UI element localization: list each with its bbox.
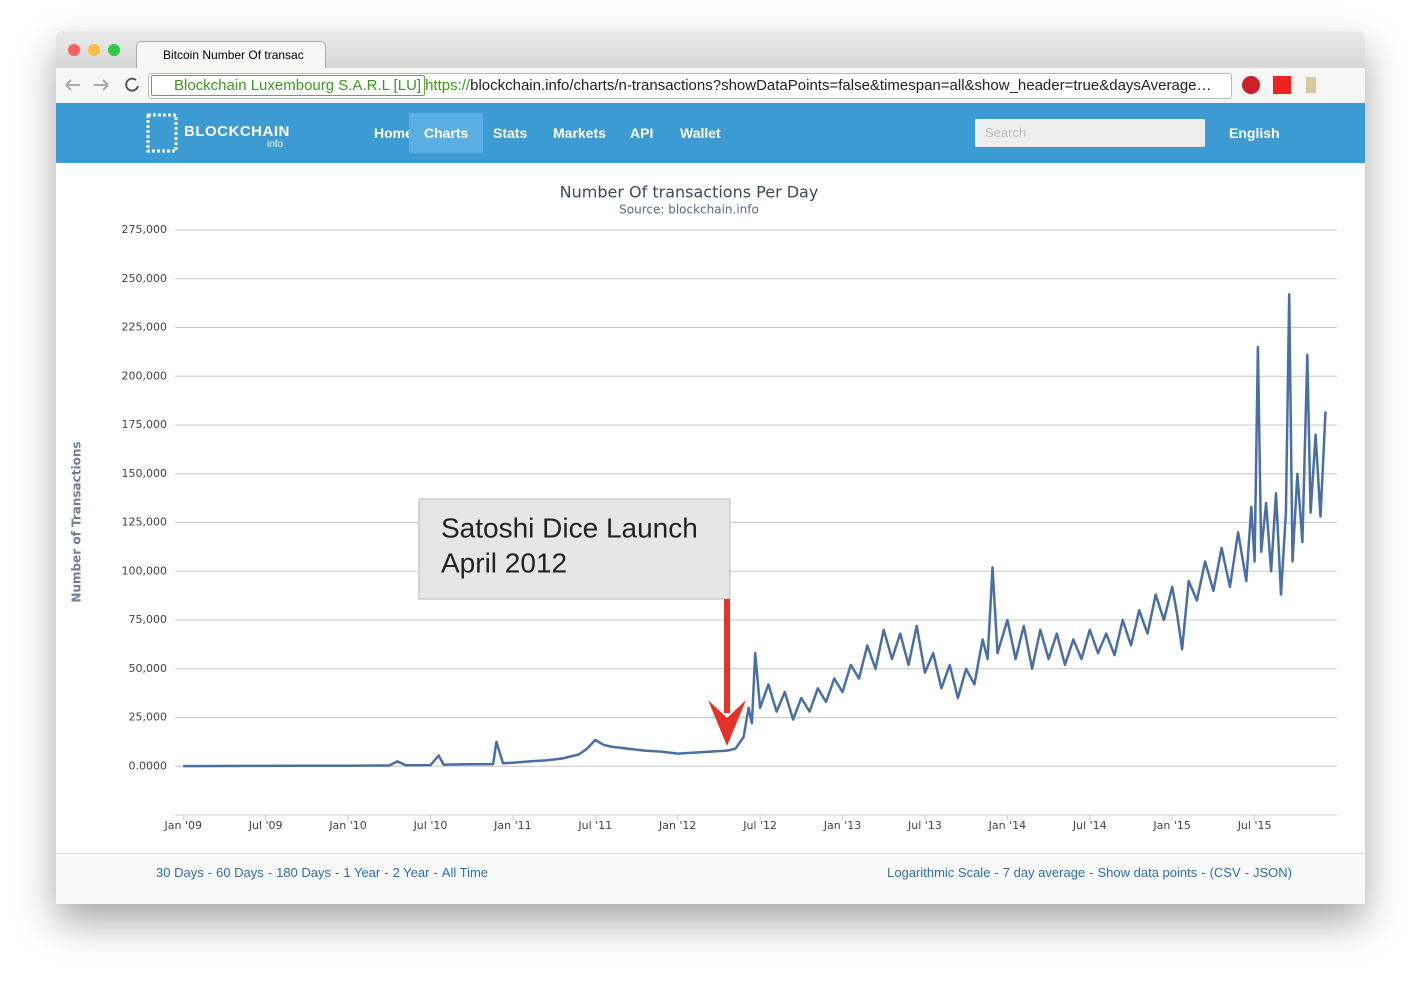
data-line	[183, 293, 1327, 768]
x-tick-label: Jul '13	[907, 819, 942, 832]
separator: -	[267, 865, 273, 880]
language-menu[interactable]: English	[1229, 125, 1280, 141]
footer-link[interactable]: 1 Year	[343, 865, 381, 880]
x-tick-label: Jul '15	[1237, 819, 1272, 832]
footer-link[interactable]: (CSV	[1209, 865, 1241, 880]
tab[interactable]: Bitcoin Number Of transac	[136, 41, 326, 68]
zoom-button[interactable]	[108, 44, 120, 56]
title-bar: Bitcoin Number Of transac	[56, 31, 1365, 68]
nav-link[interactable]: API	[630, 125, 654, 141]
x-tick-label: Jan '11	[493, 819, 531, 832]
y-tick-label: 225,000	[122, 321, 168, 334]
y-tick-label: 25,000	[129, 711, 168, 724]
annotation-text: Satoshi Dice Launch	[441, 512, 698, 543]
footer-link[interactable]: 7 day average	[1002, 865, 1086, 880]
nav-link[interactable]: Markets	[553, 125, 606, 141]
y-tick-label: 275,000	[122, 223, 168, 236]
url-scheme: https://	[425, 77, 471, 94]
x-tick-label: Jan '15	[1152, 819, 1190, 832]
footer-link[interactable]: JSON)	[1253, 865, 1292, 880]
footer-link[interactable]: All Time	[441, 865, 489, 880]
y-tick-label: 125,000	[122, 516, 168, 529]
option-links: Logarithmic Scale -7 day average - Show dat…	[887, 854, 1292, 892]
address-bar: Blockchain Luxembourg S.A.R.L [LU] https:…	[56, 68, 1365, 104]
separator: -	[207, 865, 213, 880]
separator: -	[994, 865, 999, 880]
x-tick-label: Jul '14	[1072, 819, 1107, 832]
logo-sub: info	[267, 139, 284, 150]
browser-window: Bitcoin Number Of transac Blockchain Lux…	[56, 31, 1365, 904]
omnibox[interactable]: Blockchain Luxembourg S.A.R.L [LU] https:…	[148, 73, 1232, 99]
nav-buttons[interactable]	[56, 68, 146, 103]
url: blockchain.info/charts/n-transactions?sh…	[470, 77, 1212, 94]
footer-link[interactable]: 30 Days	[156, 865, 204, 880]
nav-link[interactable]: Stats	[493, 125, 528, 141]
toolbar-icons[interactable]	[1206, 68, 1336, 103]
y-tick-label: 50,000	[129, 662, 168, 675]
footer: 30 Days -60 Days -180 Days -1 Year -2 Year - A…	[56, 853, 1365, 904]
footer-link[interactable]: 180 Days	[276, 865, 332, 880]
logo[interactable]: BLOCKCHAIN	[184, 123, 290, 140]
x-tick-label: Jan '10	[328, 819, 366, 832]
y-tick-label: 175,000	[122, 418, 168, 431]
annotation-text: April 2012	[441, 547, 567, 578]
nav-link[interactable]: Wallet	[680, 125, 721, 141]
x-tick-label: Jan '13	[823, 819, 861, 832]
logo-icon	[146, 113, 178, 153]
separator: -	[433, 865, 438, 880]
y-tick-label: 200,000	[122, 369, 168, 382]
x-tick-label: Jul '11	[577, 819, 612, 832]
timespan-links: 30 Days -60 Days -180 Days -1 Year -2 Year - A…	[156, 854, 488, 892]
site-identity: Blockchain Luxembourg S.A.R.L [LU]	[151, 75, 426, 96]
footer-link[interactable]: 2 Year	[392, 865, 430, 880]
y-axis-label: Number of Transactions	[70, 441, 84, 602]
x-tick-label: Jan '12	[658, 819, 696, 832]
x-tick-label: Jan '14	[988, 819, 1026, 832]
nav-link[interactable]: Home	[374, 125, 413, 141]
separator: -	[335, 865, 340, 880]
site-nav: BLOCKCHAIN info Home Charts Stats Markets AP…	[56, 103, 1365, 163]
separator: -	[1201, 865, 1206, 880]
minimize-button[interactable]	[88, 44, 100, 56]
y-tick-label: 250,000	[122, 272, 168, 285]
footer-link[interactable]: Show data points	[1097, 865, 1198, 880]
annotation-box	[418, 498, 731, 600]
x-tick-label: Jul '10	[413, 819, 448, 832]
x-tick-label: Jul '12	[742, 819, 777, 832]
separator: -	[1089, 865, 1094, 880]
y-tick-label: 0.0000	[129, 759, 168, 772]
x-tick-label: Jan '09	[163, 819, 201, 832]
y-tick-label: 75,000	[129, 613, 168, 626]
y-tick-label: 150,000	[122, 467, 168, 480]
chart-title: Number Of transactions Per Day	[560, 183, 819, 202]
annotation-arrowhead	[708, 700, 746, 746]
x-tick-label: Jul '09	[248, 819, 283, 832]
search-box[interactable]: Search	[975, 119, 1205, 147]
footer-link[interactable]: 60 Days	[216, 865, 264, 880]
chart-subtitle: Source: blockchain.info	[619, 203, 759, 217]
footer-link[interactable]: Logarithmic Scale	[887, 865, 991, 880]
separator: -	[1244, 865, 1249, 880]
separator: -	[384, 865, 389, 880]
tab-title: Bitcoin Number Of transac	[163, 48, 304, 62]
y-tick-label: 100,000	[122, 564, 168, 577]
nav-link[interactable]: Charts	[409, 113, 484, 153]
close-button[interactable]	[68, 44, 80, 56]
